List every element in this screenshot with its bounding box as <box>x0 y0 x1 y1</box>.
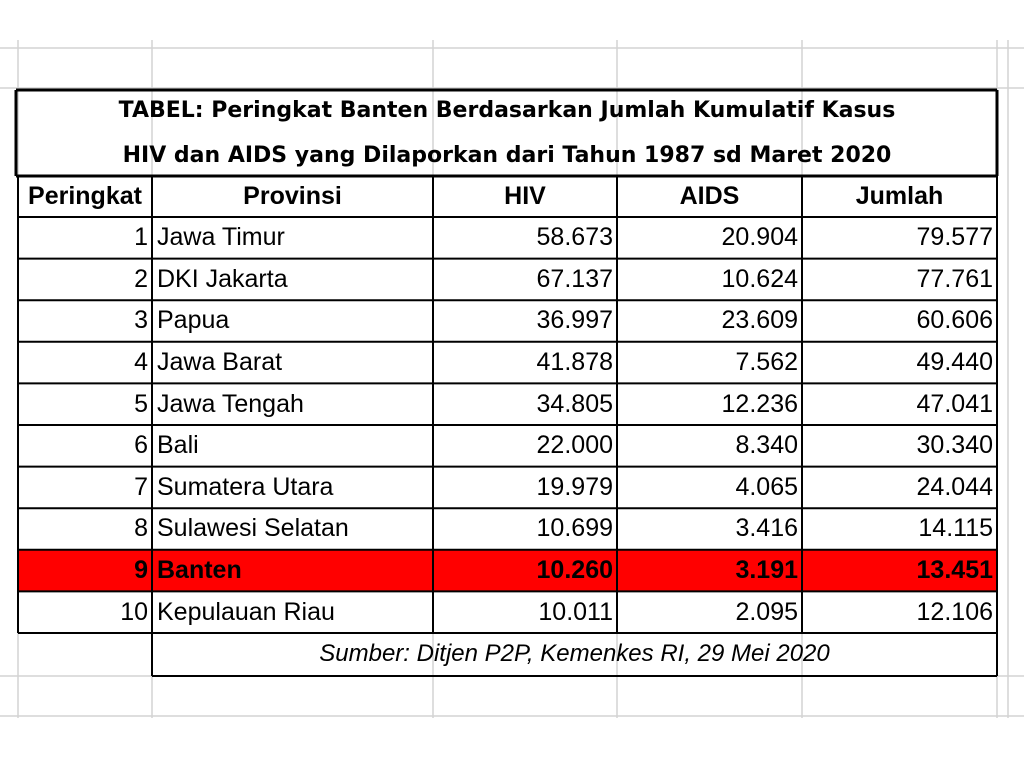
province-cell: Bali <box>157 431 199 460</box>
rank-cell: 2 <box>134 264 148 293</box>
aids-cell: 20.904 <box>721 223 798 252</box>
rank-cell: 7 <box>134 472 148 501</box>
hiv-cell: 34.805 <box>536 389 613 418</box>
header-jumlah: Jumlah <box>855 182 944 210</box>
aids-cell: 4.065 <box>735 472 798 501</box>
total-cell: 24.044 <box>916 472 993 501</box>
total-cell: 14.115 <box>918 514 993 543</box>
aids-cell: 7.562 <box>735 348 798 377</box>
rank-cell: 3 <box>134 306 148 335</box>
rank-cell: 1 <box>134 223 148 252</box>
rank-cell: 10 <box>120 597 148 626</box>
hiv-cell: 36.997 <box>536 306 613 335</box>
total-cell: 12.106 <box>916 597 993 626</box>
rank-cell: 5 <box>134 389 148 418</box>
province-cell: Jawa Timur <box>157 223 285 252</box>
hiv-cell: 22.000 <box>536 431 613 460</box>
highlight-row-fill <box>18 549 997 592</box>
aids-cell: 23.609 <box>721 306 798 335</box>
aids-cell: 2.095 <box>735 597 798 626</box>
aids-cell: 8.340 <box>735 431 798 460</box>
province-cell: Jawa Tengah <box>157 389 304 418</box>
total-cell: 79.577 <box>916 223 993 252</box>
province-cell: Sulawesi Selatan <box>157 514 349 543</box>
hiv-cell: 19.979 <box>536 472 613 501</box>
province-cell: Papua <box>157 306 230 335</box>
province-cell: Kepulauan Riau <box>157 597 335 626</box>
rank-cell: 9 <box>134 556 148 585</box>
header-provinsi: Provinsi <box>243 182 342 210</box>
total-cell: 13.451 <box>916 556 993 585</box>
source-note: Sumber: Ditjen P2P, Kemenkes RI, 29 Mei … <box>319 640 830 667</box>
aids-cell: 10.624 <box>721 264 798 293</box>
hiv-cell: 41.878 <box>536 348 613 377</box>
hiv-cell: 58.673 <box>536 223 613 252</box>
table-title-line-2: HIV dan AIDS yang Dilaporkan dari Tahun … <box>122 143 892 168</box>
province-cell: Sumatera Utara <box>157 472 334 501</box>
hiv-cell: 67.137 <box>536 264 613 293</box>
aids-cell: 3.416 <box>735 514 798 543</box>
rank-cell: 4 <box>134 348 148 377</box>
total-cell: 60.606 <box>916 306 993 335</box>
hiv-cell: 10.011 <box>538 597 613 626</box>
aids-cell: 3.191 <box>735 556 798 585</box>
province-cell: DKI Jakarta <box>157 264 288 293</box>
province-cell: Banten <box>157 556 242 585</box>
aids-cell: 12.236 <box>721 389 798 418</box>
header-peringkat: Peringkat <box>28 182 142 210</box>
rank-cell: 8 <box>134 514 148 543</box>
header-hiv: HIV <box>504 182 546 210</box>
total-cell: 49.440 <box>916 348 993 377</box>
header-aids: AIDS <box>679 182 740 210</box>
total-cell: 47.041 <box>916 389 993 418</box>
hiv-cell: 10.699 <box>536 514 613 543</box>
total-cell: 30.340 <box>916 431 993 460</box>
hiv-cell: 10.260 <box>536 556 613 585</box>
total-cell: 77.761 <box>916 264 993 293</box>
rank-cell: 6 <box>134 431 148 460</box>
province-cell: Jawa Barat <box>157 348 283 377</box>
table-title-line-1: TABEL: Peringkat Banten Berdasarkan Juml… <box>118 98 896 123</box>
